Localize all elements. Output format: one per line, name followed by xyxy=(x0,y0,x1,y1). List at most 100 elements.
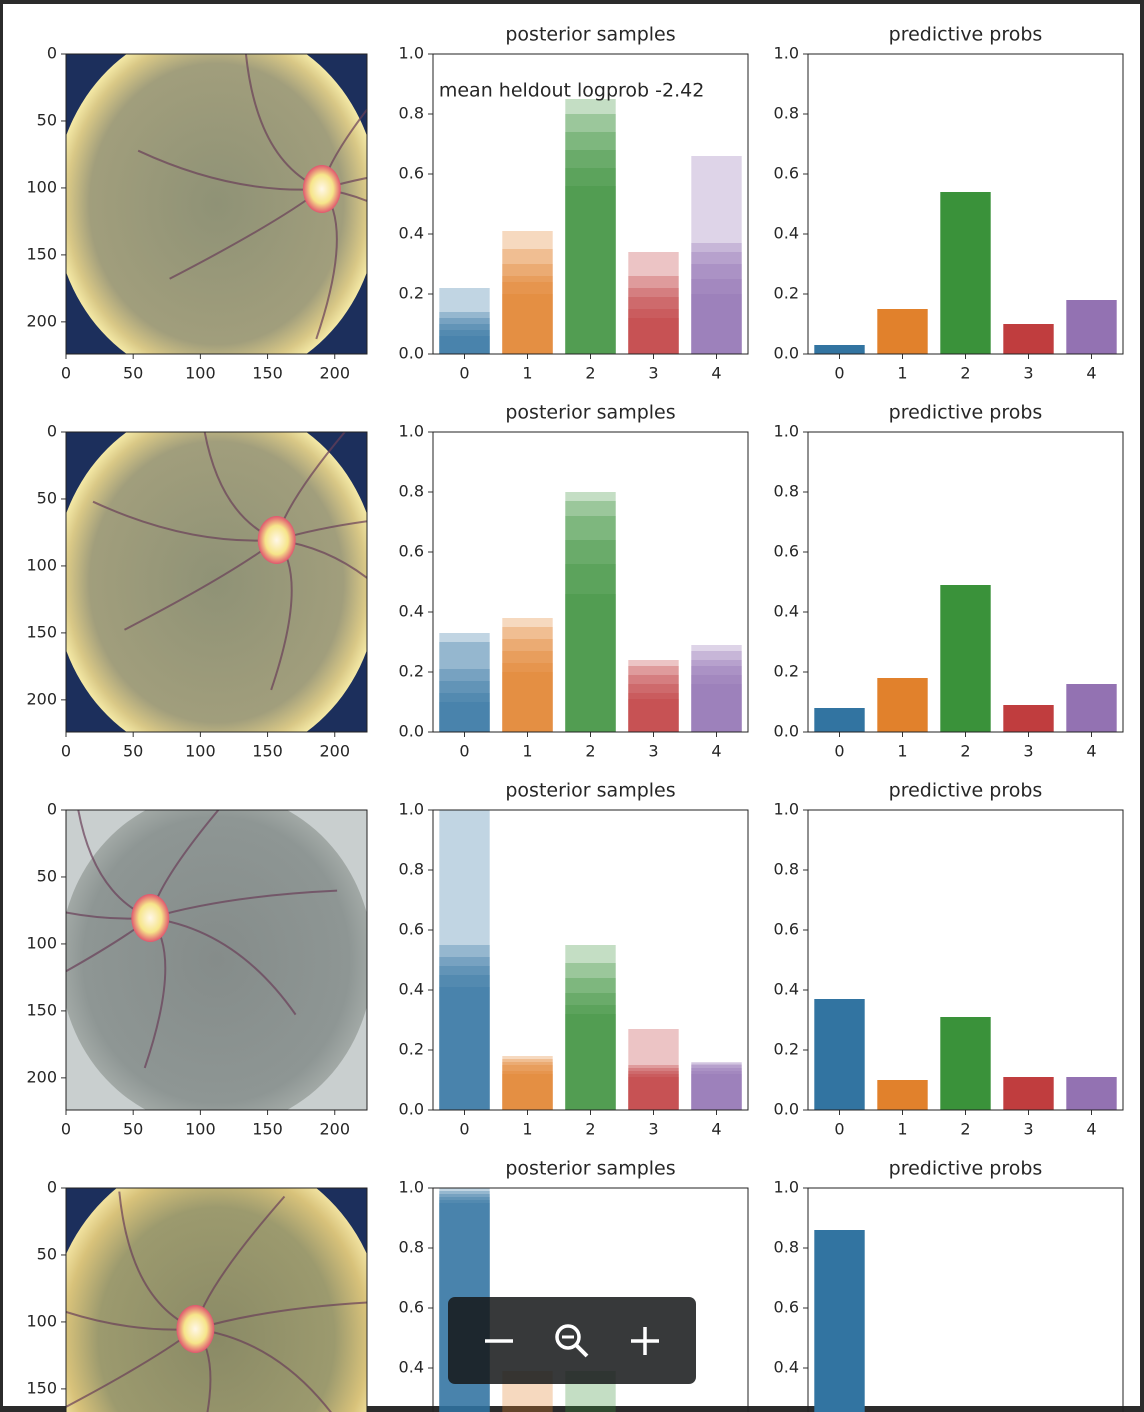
sample-bar xyxy=(628,1077,679,1110)
vessel xyxy=(92,500,277,542)
sample-bar xyxy=(565,150,616,354)
y-tick-label: 0.0 xyxy=(399,722,424,741)
x-tick-label: 0 xyxy=(834,742,844,761)
sample-bar xyxy=(565,945,616,1110)
y-tick-label: 0.4 xyxy=(399,980,424,999)
y-tick-label: 1.0 xyxy=(399,1178,424,1197)
sample-bar xyxy=(439,324,490,354)
panel: predictive probs 0.4 0.6 0.8 1.0 xyxy=(774,1158,1124,1412)
sample-bar xyxy=(628,276,679,354)
sample-bar xyxy=(565,564,616,732)
sample-bar xyxy=(502,282,553,354)
zoom-reset-button[interactable] xyxy=(547,1316,597,1366)
sample-bar xyxy=(628,309,679,354)
sample-bar xyxy=(628,684,679,732)
axes-frame xyxy=(65,809,368,1111)
sample-bar xyxy=(628,318,679,354)
sample-bar xyxy=(565,594,616,732)
sample-bar xyxy=(691,666,742,732)
y-tick-label: 0.8 xyxy=(399,482,424,501)
bar xyxy=(1003,1077,1054,1110)
sample-bar xyxy=(439,693,490,732)
x-tick-label: 0 xyxy=(459,742,469,761)
x-tick-label: 3 xyxy=(648,364,658,383)
y-tick-label: 0 xyxy=(47,800,57,819)
x-tick-label: 150 xyxy=(252,1120,283,1139)
x-tick-label: 150 xyxy=(252,742,283,761)
x-tick-label: 1 xyxy=(522,364,532,383)
sample-bar xyxy=(502,672,553,732)
y-tick-label: 200 xyxy=(26,689,57,708)
y-tick-label: 0.2 xyxy=(774,284,799,303)
y-tick-label: 50 xyxy=(37,866,57,885)
y-tick-label: 0.0 xyxy=(774,344,799,363)
panel: 0 1 2 3 4 posterior samples mean heldout logpr… xyxy=(399,24,749,383)
x-tick-label: 50 xyxy=(123,742,143,761)
fundus-image xyxy=(66,54,367,354)
y-tick-label: 1.0 xyxy=(774,1178,799,1197)
sample-bar xyxy=(565,168,616,354)
y-tick-label: 0.8 xyxy=(774,860,799,879)
chart-title: posterior samples xyxy=(505,780,675,802)
axes-frame xyxy=(432,431,749,733)
y-tick-label: 50 xyxy=(37,488,57,507)
y-tick-label: 0.6 xyxy=(399,920,424,939)
x-tick-label: 1 xyxy=(897,742,907,761)
x-tick-label: 2 xyxy=(960,364,970,383)
y-tick-label: 0 xyxy=(47,1178,57,1197)
bar xyxy=(1066,684,1117,732)
x-tick-label: 1 xyxy=(897,364,907,383)
y-tick-label: 200 xyxy=(26,1067,57,1086)
x-tick-label: 200 xyxy=(319,364,350,383)
sample-bar xyxy=(628,699,679,732)
x-tick-label: 4 xyxy=(711,742,721,761)
sample-bar xyxy=(691,684,742,732)
y-tick-label: 0.4 xyxy=(399,602,424,621)
vessel xyxy=(276,539,367,580)
chart-title: posterior samples xyxy=(505,402,675,424)
y-tick-label: 0.8 xyxy=(399,1238,424,1257)
sample-bar xyxy=(502,627,553,732)
y-tick-label: 1.0 xyxy=(399,800,424,819)
sample-bar xyxy=(691,645,742,732)
vessel xyxy=(66,911,151,920)
bar xyxy=(877,309,928,354)
y-tick-label: 0.4 xyxy=(399,224,424,243)
axes-frame xyxy=(807,431,1124,733)
sample-bar xyxy=(565,963,616,1110)
zoom-plus-button[interactable] xyxy=(620,1316,670,1366)
sample-bar xyxy=(502,651,553,732)
zoom-minus-button[interactable] xyxy=(474,1316,524,1366)
sample-bar xyxy=(439,975,490,1110)
x-tick-label: 3 xyxy=(648,1120,658,1139)
sample-bar xyxy=(628,675,679,732)
sample-bar xyxy=(439,702,490,732)
sample-bar xyxy=(691,264,742,354)
bar xyxy=(877,678,928,732)
axes-frame xyxy=(807,53,1124,355)
x-tick-label: 0 xyxy=(61,1120,71,1139)
sample-bar xyxy=(502,249,553,354)
sample-bar xyxy=(565,1005,616,1110)
y-tick-label: 0.6 xyxy=(774,164,799,183)
x-tick-label: 0 xyxy=(61,742,71,761)
sample-bar xyxy=(565,99,616,354)
y-tick-label: 200 xyxy=(26,311,57,330)
y-tick-label: 0.4 xyxy=(774,602,799,621)
x-tick-label: 4 xyxy=(1086,1120,1096,1139)
x-tick-label: 3 xyxy=(648,742,658,761)
sample-bar xyxy=(565,993,616,1110)
x-tick-label: 100 xyxy=(185,1120,216,1139)
axes-frame xyxy=(432,809,749,1111)
x-tick-label: 2 xyxy=(960,1120,970,1139)
axes-frame xyxy=(65,1187,368,1412)
y-tick-label: 0.6 xyxy=(774,542,799,561)
bar xyxy=(940,192,991,354)
x-tick-label: 0 xyxy=(459,1120,469,1139)
sample-bar xyxy=(691,243,742,354)
y-tick-label: 0.0 xyxy=(399,1100,424,1119)
sample-bar xyxy=(502,663,553,732)
sample-bar xyxy=(628,1029,679,1110)
sample-bar xyxy=(565,516,616,732)
panel: 0 50 100 150 200 0 50 100 150 200 xyxy=(26,44,368,383)
